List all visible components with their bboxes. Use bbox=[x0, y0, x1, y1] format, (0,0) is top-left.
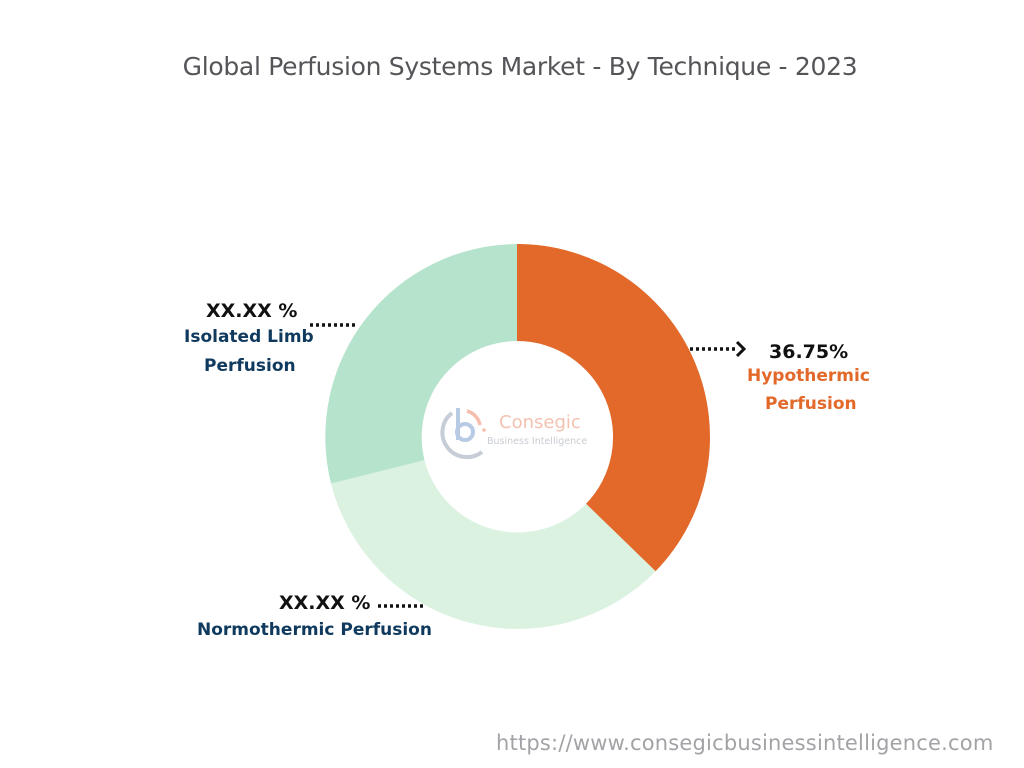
label-hypothermic-name-line2: Perfusion bbox=[765, 394, 857, 414]
slice-hypothermic-perfusion bbox=[517, 244, 710, 572]
watermark-brand: Consegic bbox=[499, 412, 581, 433]
arrow-head-icon bbox=[735, 340, 747, 358]
label-hypothermic-name-line1: Hypothermic bbox=[747, 366, 870, 386]
label-isolated-limb-name-line2: Perfusion bbox=[204, 356, 296, 376]
label-isolated-limb-value: XX.XX % bbox=[206, 300, 298, 322]
watermark-tagline: Business Intelligence bbox=[487, 436, 588, 447]
slice-isolated-limb-perfusion bbox=[325, 244, 517, 484]
label-hypothermic-value: 36.75% bbox=[769, 341, 849, 363]
chart-title: Global Perfusion Systems Market - By Tec… bbox=[182, 52, 858, 81]
label-normothermic-name: Normothermic Perfusion bbox=[197, 620, 432, 640]
label-isolated-limb-name-line1: Isolated Limb bbox=[184, 327, 314, 347]
footer-url: https://www.consegicbusinessintelligence… bbox=[496, 731, 994, 755]
consegic-logo-icon bbox=[440, 408, 486, 460]
label-normothermic-value: XX.XX % bbox=[279, 592, 371, 614]
slice-normothermic-perfusion bbox=[331, 460, 656, 629]
